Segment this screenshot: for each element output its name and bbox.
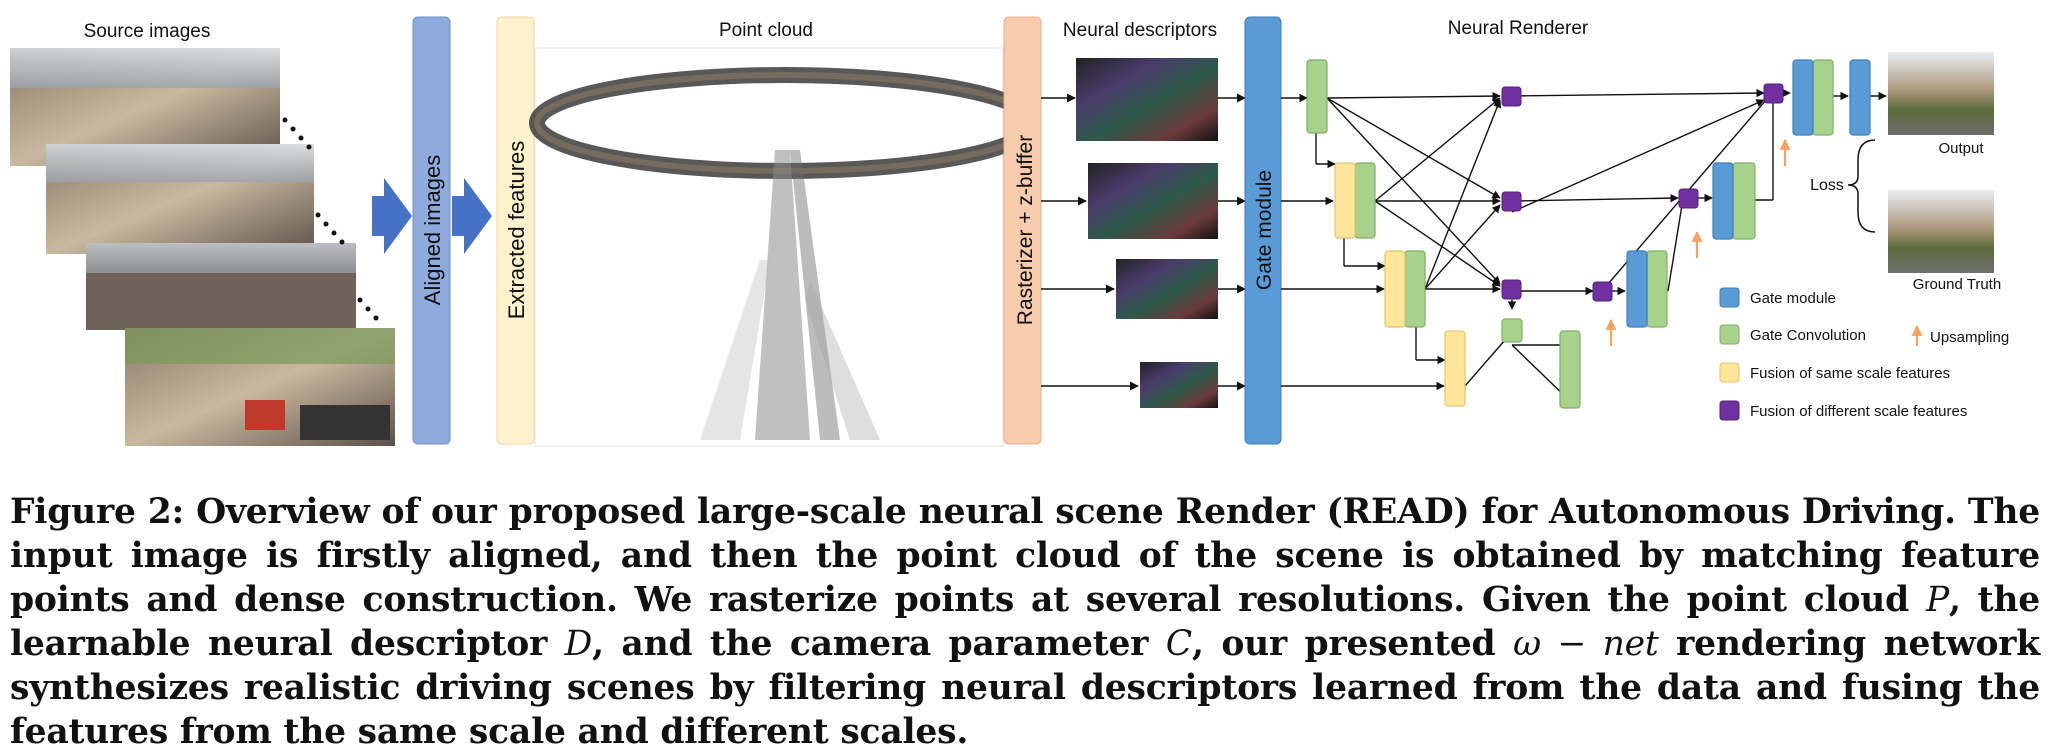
- upsampling-arrows: [1605, 138, 1791, 346]
- gate-module-blocks: [1626, 59, 1871, 328]
- source-images-label: Source images: [84, 21, 211, 42]
- neural-renderer-label: Neural Renderer: [1448, 18, 1589, 39]
- caption-var-p: P: [1925, 580, 1949, 620]
- rasterizer-label: Rasterizer + z-buffer: [1014, 135, 1037, 325]
- neural-descriptor-image: [1088, 163, 1218, 239]
- gate-module-bar: [1244, 16, 1282, 445]
- point-cloud-label: Point cloud: [719, 20, 813, 41]
- legend-gate-convolution: Gate Convolution: [1750, 327, 1866, 344]
- stack-ellipsis-dots: [282, 117, 379, 321]
- caption-text: , our presented: [1192, 624, 1514, 664]
- flow-arrow: [452, 178, 492, 254]
- fusion-different-scale-nodes: [1501, 83, 1784, 302]
- aligned-images-bar: [412, 16, 451, 445]
- output-label: Output: [1938, 140, 1984, 157]
- legend: Gate module Gate Convolution Upsampling …: [1719, 287, 2009, 421]
- gate-convolution-blocks: [1306, 59, 1834, 409]
- source-images-stack: [10, 48, 395, 446]
- loss-label: Loss: [1810, 177, 1844, 194]
- caption-omega-net: ω − net: [1513, 624, 1659, 664]
- legend-upsampling: Upsampling: [1930, 329, 2009, 346]
- rasterizer-bar: [1003, 16, 1042, 445]
- flow-arrow: [372, 178, 412, 254]
- caption-text: Figure 2: Overview of our proposed large…: [10, 492, 2040, 620]
- loss-brace: [1847, 139, 1876, 233]
- gate-module-label: Gate module: [1253, 170, 1276, 290]
- legend-gate-module: Gate module: [1750, 290, 1836, 307]
- caption-text: , the learnable neural descriptor: [10, 580, 2040, 664]
- extracted-features-bar: [496, 16, 535, 445]
- descriptor-arrows: [1041, 93, 1246, 391]
- renderer-connections: [1281, 88, 1887, 404]
- point-cloud-image: [529, 47, 1041, 447]
- neural-descriptor-image: [1140, 362, 1218, 408]
- legend-fusion-different: Fusion of different scale features: [1750, 403, 1967, 420]
- output-image: [1888, 52, 1994, 135]
- neural-descriptors-label: Neural descriptors: [1063, 20, 1217, 41]
- fusion-same-scale-blocks: [1334, 162, 1466, 407]
- neural-descriptor-image: [1076, 58, 1218, 141]
- caption-text: , and the camera parameter: [592, 624, 1166, 664]
- neural-descriptor-image: [1116, 259, 1218, 319]
- caption-var-c: C: [1165, 624, 1192, 664]
- legend-fusion-same: Fusion of same scale features: [1750, 365, 1950, 382]
- extracted-features-label: Extracted features: [504, 141, 529, 320]
- ground-truth-label: Ground Truth: [1913, 276, 2001, 293]
- caption-var-d: D: [564, 624, 593, 664]
- aligned-images-label: Aligned images: [420, 155, 445, 305]
- figure-caption: Figure 2: Overview of our proposed large…: [10, 490, 2040, 754]
- ground-truth-image: [1888, 190, 1994, 273]
- figure-diagram: Source images Aligned images Extracted f…: [10, 16, 2009, 447]
